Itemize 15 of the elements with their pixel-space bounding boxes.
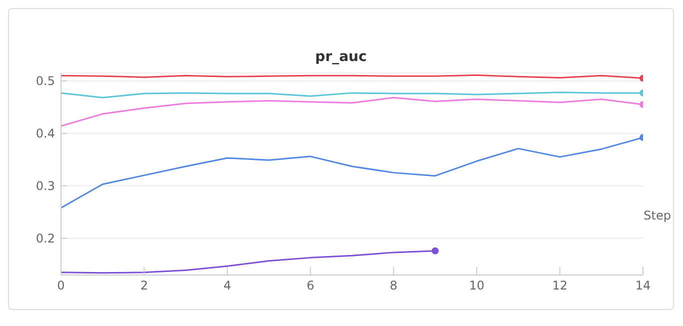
y-tick-label: 0.2 xyxy=(36,232,55,246)
x-tick-label: 4 xyxy=(223,278,232,293)
x-tick-label: 6 xyxy=(306,278,314,293)
x-tick-label: 0 xyxy=(57,278,65,293)
x-tick-label: 12 xyxy=(552,278,568,293)
y-tick-label: 0.4 xyxy=(36,126,55,141)
x-tick-label: 8 xyxy=(390,278,398,293)
y-tick-label: 0.3 xyxy=(36,179,55,194)
point xyxy=(432,247,439,254)
chart-title: pr_auc xyxy=(314,49,368,65)
x-tick-label: 2 xyxy=(140,278,148,293)
x-tick-label: 14 xyxy=(635,278,651,293)
y-tick-label: 0.5 xyxy=(36,74,55,88)
x-axis-title: Step xyxy=(644,208,671,223)
x-tick-label: 10 xyxy=(469,278,484,293)
